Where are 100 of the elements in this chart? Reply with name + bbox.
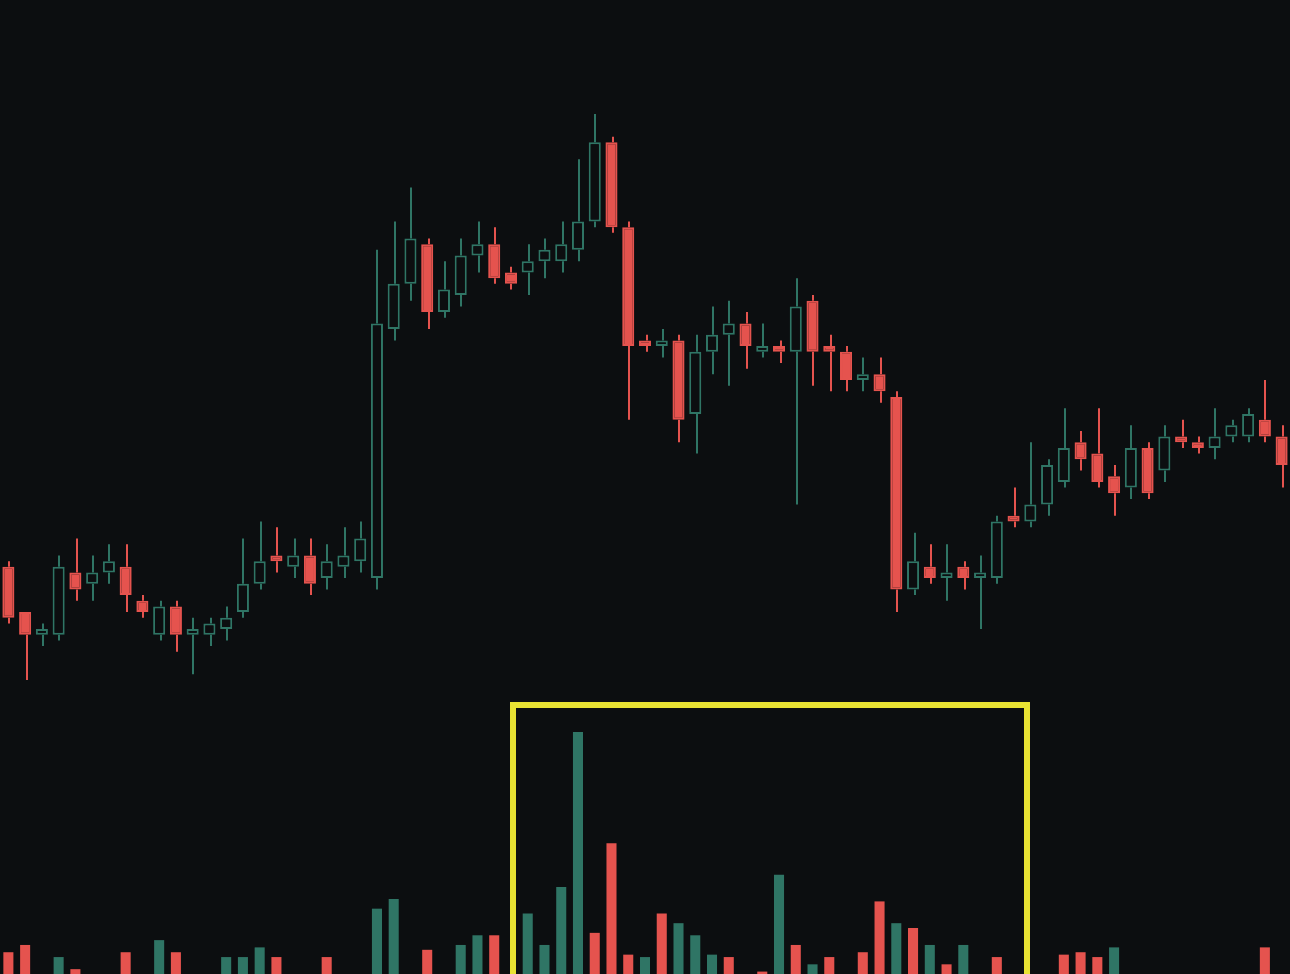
bar <box>1075 952 1086 974</box>
candlestick <box>387 220 400 342</box>
bar <box>606 843 617 974</box>
candlestick <box>437 260 450 319</box>
bar <box>673 923 684 974</box>
candlestick <box>488 226 501 285</box>
bar <box>572 732 584 974</box>
candlestick <box>990 514 1003 585</box>
bar <box>388 898 399 974</box>
candlestick <box>1242 407 1255 444</box>
candlestick <box>856 356 869 393</box>
candlestick <box>1141 441 1154 500</box>
bar <box>321 957 332 974</box>
candlestick <box>2 560 15 625</box>
bar <box>857 952 868 974</box>
bar <box>706 954 718 974</box>
bar <box>790 944 801 974</box>
bar <box>271 957 282 974</box>
candlestick <box>940 543 953 602</box>
bar <box>1109 947 1120 974</box>
candlestick <box>789 277 802 506</box>
bar <box>690 935 701 974</box>
bar <box>656 913 667 974</box>
candlestick <box>404 186 417 302</box>
candlestick <box>303 537 316 597</box>
bar <box>20 944 31 974</box>
candlestick <box>907 531 920 597</box>
candlestick <box>119 543 132 614</box>
bar <box>941 964 952 974</box>
candlestick <box>756 322 769 359</box>
bar <box>991 957 1002 974</box>
bar <box>254 947 265 974</box>
candlestick <box>35 622 48 648</box>
bar <box>170 952 181 974</box>
candlestick <box>638 333 652 353</box>
bar <box>221 957 232 974</box>
candlestick <box>605 135 618 234</box>
candlestick <box>1158 424 1171 483</box>
bar <box>539 944 550 974</box>
bar <box>522 913 533 974</box>
candlestick <box>19 612 32 681</box>
bar <box>1058 954 1069 974</box>
bar <box>371 908 382 974</box>
bar <box>589 932 600 974</box>
candlestick <box>773 339 786 365</box>
bar <box>908 928 919 974</box>
candlestick <box>806 294 819 387</box>
bar <box>824 957 835 974</box>
candlestick <box>253 520 266 591</box>
bar <box>874 901 885 974</box>
bar <box>489 935 500 974</box>
candlestick <box>655 328 668 359</box>
candlestick <box>1124 424 1137 500</box>
bar <box>924 944 935 974</box>
candlestick <box>672 333 685 444</box>
candlestick <box>136 594 149 619</box>
bar <box>639 957 651 974</box>
candlestick <box>739 311 752 370</box>
candlestick <box>169 599 182 653</box>
candlestick <box>236 537 249 619</box>
bar <box>958 944 969 974</box>
candlestick <box>890 390 903 614</box>
bar <box>120 952 131 974</box>
candlestick <box>571 158 585 263</box>
candlestick <box>421 237 434 331</box>
bar <box>422 949 433 974</box>
candlestick <box>454 237 467 308</box>
candlestick <box>957 560 970 591</box>
candlestick <box>974 554 987 631</box>
bar <box>472 935 483 974</box>
bar <box>556 886 567 974</box>
candlestick <box>69 537 82 602</box>
candlestick <box>270 526 283 574</box>
bar <box>623 954 634 974</box>
candlestick <box>1275 424 1288 489</box>
candlestick <box>923 543 936 585</box>
bar <box>1092 957 1103 974</box>
candlestick <box>1091 407 1104 489</box>
bar <box>3 952 14 974</box>
candlestick <box>840 345 853 393</box>
candlestick <box>186 616 199 676</box>
bar <box>723 957 734 974</box>
candlestick <box>1057 407 1070 489</box>
candlestick <box>823 333 836 393</box>
candlestick <box>52 554 65 642</box>
candlestick <box>873 356 886 404</box>
bar <box>774 874 785 974</box>
candlestick <box>370 248 383 591</box>
bar <box>891 923 902 974</box>
bar <box>807 964 818 974</box>
candlestick <box>622 220 635 421</box>
candlestick <box>1191 435 1204 455</box>
candlestick <box>588 113 601 229</box>
candlestick <box>354 520 367 574</box>
bar <box>237 957 248 974</box>
candlestick <box>1074 429 1087 472</box>
bar <box>154 940 165 974</box>
candlestick <box>689 333 702 455</box>
bar <box>455 944 466 974</box>
bar <box>53 957 64 974</box>
